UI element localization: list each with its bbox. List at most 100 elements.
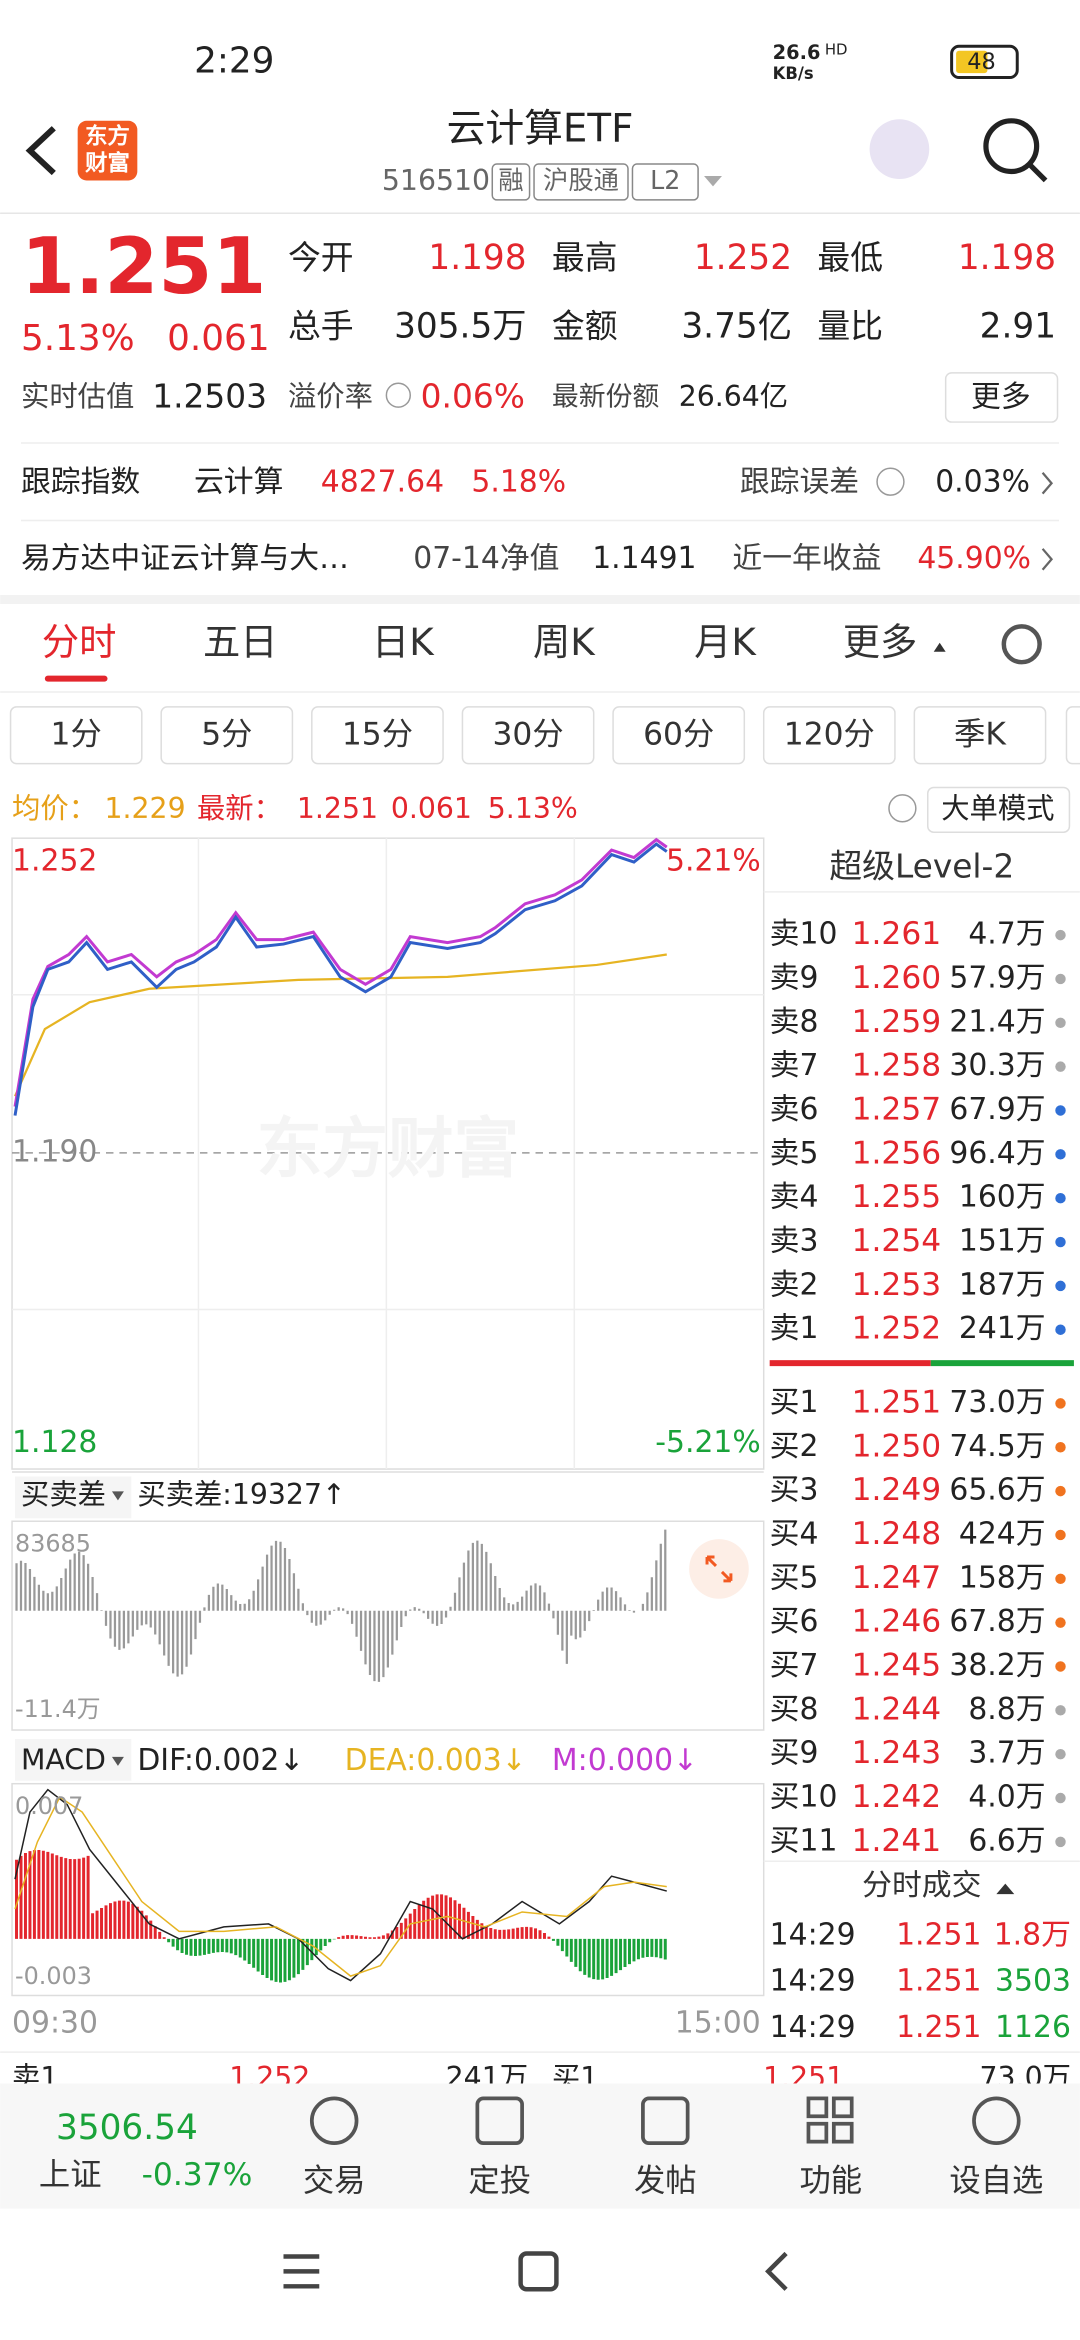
level-volume: 158万 [959,1560,1046,1595]
macd-selector[interactable]: MACD [21,1743,106,1776]
tab[interactable]: 分时 [42,620,117,664]
more-text[interactable]: 更多 [971,380,1031,415]
trade-price: 1.251 [896,1964,981,1999]
sort-icon [996,1883,1015,1895]
period-label[interactable]: 1分 [51,716,102,752]
field-value: 2.91 [980,307,1056,347]
selector-box[interactable] [15,1476,132,1519]
flow-label: 买卖差:19327↑ [137,1478,345,1511]
avg-label: 均价： [12,792,97,825]
period-label[interactable]: 5分 [201,716,252,752]
level-name: 卖2 [770,1267,819,1302]
index-name: 上证 [39,2157,102,2193]
index-value[interactable]: 3506.54 [56,2108,198,2148]
period-button [1065,706,1080,765]
level-dot [1055,973,1066,985]
level-dot [1055,1836,1066,1848]
flow-selector[interactable]: 买卖差 [21,1478,106,1511]
back-icon[interactable] [25,126,56,176]
level-volume: 57.9万 [949,960,1045,995]
level-name: 买7 [770,1648,819,1683]
level-name: 买1 [770,1385,819,1420]
home-key[interactable] [518,2251,559,2292]
level-name: 卖8 [770,1004,819,1039]
level-dot [1055,1105,1066,1116]
level-volume: 21.4万 [949,1004,1045,1039]
info-icon [876,467,905,496]
period-button[interactable] [762,706,896,765]
info-icon [385,382,411,408]
level-volume: 151万 [959,1224,1046,1259]
back-key[interactable] [765,2251,788,2291]
level-dot [1055,1529,1066,1541]
expand-button[interactable] [689,1539,749,1599]
level-name: 买11 [770,1823,838,1858]
premium-label: 溢价率 [288,380,373,413]
period-button[interactable] [160,706,294,765]
period-label[interactable]: 30分 [493,716,564,752]
level-dot [1055,1792,1066,1804]
level-price: 1.246 [852,1604,942,1640]
tab[interactable]: 日K [372,620,435,664]
macd-green [167,1938,667,1983]
tab[interactable]: 更多 [843,620,918,664]
status-time: 2:29 [194,41,274,82]
level-volume: 73.0万 [949,1385,1045,1420]
period-button[interactable] [461,706,595,765]
flow-max: 83685 [15,1530,91,1558]
tab[interactable]: 周K [533,620,596,664]
macd-bars [15,1850,667,1983]
level-price: 1.251 [852,1384,942,1420]
level-volume: 424万 [959,1516,1046,1551]
watermark: 东方财富 [257,1111,519,1187]
avatar[interactable] [869,119,930,179]
period-button[interactable] [311,706,444,765]
level-volume: 65.6万 [949,1473,1045,1508]
period-button[interactable] [612,706,746,765]
more-button[interactable] [944,372,1059,423]
trade-time: 14:29 [770,2010,856,2045]
nav-item[interactable]: 定投 [468,2163,531,2199]
level-price: 1.252 [852,1311,942,1347]
nav-bar [0,2083,1080,2209]
period-button[interactable] [913,706,1047,765]
level-volume: 241万 [959,1311,1046,1346]
nav-item[interactable]: 交易 [303,2163,366,2199]
chart-low-pct: -5.21% [655,1425,760,1460]
logo[interactable] [77,120,138,181]
level-price: 1.257 [852,1091,942,1127]
menu-key[interactable] [283,2254,320,2289]
period-label[interactable]: 60分 [643,716,714,752]
tab[interactable]: 月K [694,620,757,664]
period-label[interactable]: 120分 [784,716,875,752]
level-dot [1055,1705,1066,1716]
level-price: 1.261 [852,916,942,952]
mode-button[interactable] [927,786,1071,833]
macd-frame [11,1782,765,1997]
level-price: 1.249 [852,1472,942,1508]
field-value: 1.198 [428,238,526,278]
level-name: 买6 [770,1604,819,1639]
pct: 5.13% [21,318,135,359]
level-price: 1.259 [852,1004,942,1040]
period-button[interactable] [9,706,143,765]
tab[interactable]: 五日 [203,620,278,664]
nav-item[interactable]: 发帖 [634,2163,697,2199]
level-volume: 67.9万 [949,1092,1045,1127]
macd-max: 0.007 [15,1792,83,1820]
period-label[interactable]: 季K [954,716,1007,752]
nav-item[interactable]: 设自选 [949,2163,1043,2199]
nav-item[interactable]: 功能 [800,2163,863,2199]
level-price: 1.254 [852,1223,942,1259]
settings-icon[interactable] [1001,624,1042,665]
shares: 26.64亿 [679,380,788,413]
mode[interactable]: 大单模式 [941,792,1054,825]
selector-box[interactable] [15,1738,132,1781]
price: 1.251 [21,222,266,312]
search-icon[interactable] [983,118,1040,175]
period-label[interactable]: 15分 [342,716,413,752]
field-label: 今开 [288,239,354,277]
level-price: 1.241 [852,1823,942,1859]
orderbook-title: 超级Level-2 [829,847,1014,885]
